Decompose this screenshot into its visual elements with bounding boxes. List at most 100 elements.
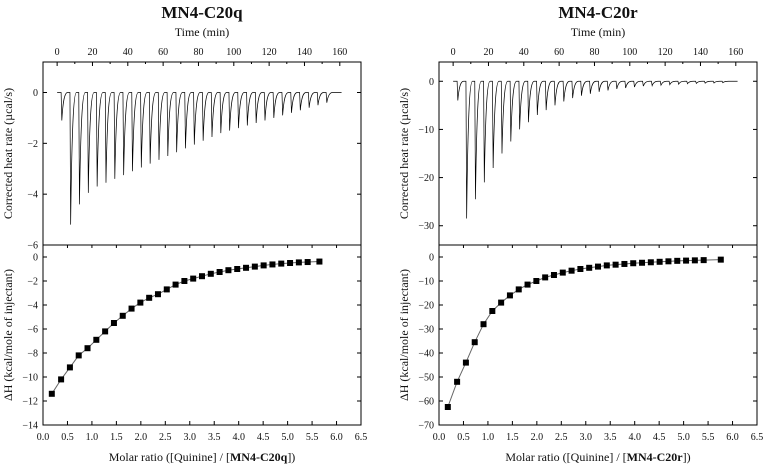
isotherm-point [559,269,566,276]
molar-ratio-tick-label: 4.5 [653,432,666,443]
isotherm-point [243,264,250,271]
heat-rate-tick-label: −10 [418,125,434,136]
chart-title: MN4-C20q [161,3,243,22]
isotherm-point [163,286,170,293]
molar-ratio-tick-label: 5.5 [306,432,319,443]
time-tick-label: 60 [158,47,168,58]
isotherm-point [639,259,646,266]
time-tick-label: 100 [622,47,637,58]
isotherm-point [251,263,258,270]
itc-panel-1: MN4-C20q Time (min) 0 20 40 60 80 100 120 140 160 0… [1,3,367,464]
isotherm-point [700,257,707,264]
isotherm-point [691,257,698,264]
molar-ratio-tick-label: 5.0 [677,432,690,443]
enthalpy-tick-label: −60 [418,397,434,408]
molar-ratio-tick-label: 6.5 [355,432,368,443]
isotherm-point [128,305,135,312]
isotherm-point [612,261,619,268]
isotherm-point [542,274,549,281]
time-axis-label: Time (min) [571,25,626,39]
isotherm-point [190,275,197,282]
chart-title: MN4-C20r [558,3,638,22]
isotherm-point [717,256,724,263]
molar-ratio-tick-label: 0.5 [61,432,74,443]
molar-ratio-label-suffix: ]) [287,450,295,464]
molar-ratio-tick-label: 0.5 [457,432,470,443]
enthalpy-tick-label: −8 [27,349,38,360]
isotherm-point [225,267,232,274]
isotherm-point [568,267,575,274]
isotherm-point [471,339,478,346]
enthalpy-tick-label: −10 [22,373,38,384]
isotherm-point [181,278,188,284]
thermogram-trace [453,80,738,219]
time-tick-label: 20 [483,47,493,58]
isotherm-point [207,270,214,277]
molar-ratio-tick-label: 3.5 [604,432,617,443]
isotherm-point [216,269,223,275]
time-tick-label: 0 [55,47,60,58]
isotherm-point [665,258,672,265]
isotherm-point [524,281,531,288]
molar-ratio-axis-label: Molar ratio ([Quinine] / [MN4-C20r]) [505,450,690,464]
molar-ratio-tick-label: 2.5 [159,432,172,443]
molar-ratio-tick-label: 1.5 [110,432,123,443]
time-tick-label: 60 [554,47,564,58]
thermogram-frame [42,61,362,246]
enthalpy-tick-label: −40 [418,349,434,360]
isotherm-point [577,266,584,272]
isotherm-point [454,378,461,385]
isotherm-point [533,278,540,284]
molar-ratio-tick-label: 3.0 [580,432,593,443]
isotherm-point [119,312,126,319]
isotherm-point [595,263,601,270]
isotherm-point [58,376,65,383]
isotherm-point [287,260,294,266]
time-tick-label: 20 [87,47,97,58]
isotherm-point [506,292,513,299]
molar-ratio-tick-label: 5.0 [281,432,294,443]
isotherm-point [260,262,267,269]
isotherm-point [444,404,451,410]
time-tick-label: 100 [226,47,241,58]
enthalpy-tick-label: −2 [27,277,38,288]
isotherm-point [48,390,55,397]
molar-ratio-label-prefix: Molar ratio ([Quinine] / [ [505,450,626,464]
heat-rate-tick-label: 0 [429,77,434,88]
enthalpy-tick-label: −20 [418,301,434,312]
time-tick-label: 140 [693,47,708,58]
isotherm-point [154,291,161,298]
time-tick-label: 160 [332,47,347,58]
isotherm-point [630,260,637,267]
heat-rate-tick-label: −6 [27,241,38,252]
isotherm-point [586,264,593,271]
isotherm-point [647,259,654,266]
isotherm-point [295,259,302,266]
time-tick-label: 80 [193,47,203,58]
time-tick-label: 80 [589,47,599,58]
molar-ratio-axis-label: Molar ratio ([Quinine] / [MN4-C20q]) [109,450,296,464]
time-tick-label: 120 [262,47,277,58]
isotherm-point [102,328,109,335]
isotherm-point [656,258,663,265]
heat-rate-tick-label: −30 [418,221,434,232]
molar-ratio-tick-label: 0.0 [37,432,50,443]
fit-curve [447,259,721,408]
isotherm-point [199,273,205,280]
isotherm-point [683,257,690,264]
enthalpy-tick-label: −14 [22,421,38,432]
time-tick-label: 40 [519,47,529,58]
isotherm-point [75,352,82,359]
enthalpy-tick-label: −4 [27,301,38,312]
isotherm-point [110,320,117,326]
molar-ratio-label-host: MN4-C20q [230,450,288,464]
enthalpy-tick-label: −50 [418,373,434,384]
isotherm-point [278,260,285,267]
heat-rate-tick-label: −4 [27,190,38,201]
time-tick-label: 0 [451,47,456,58]
enthalpy-tick-label: −30 [418,325,434,336]
isotherm-point [498,299,505,306]
itc-panel-2: MN4-C20r Time (min) 0 20 40 60 80 100 120 140 160 0… [397,3,763,464]
isotherm-point [172,281,179,288]
isotherm-point [674,257,681,264]
